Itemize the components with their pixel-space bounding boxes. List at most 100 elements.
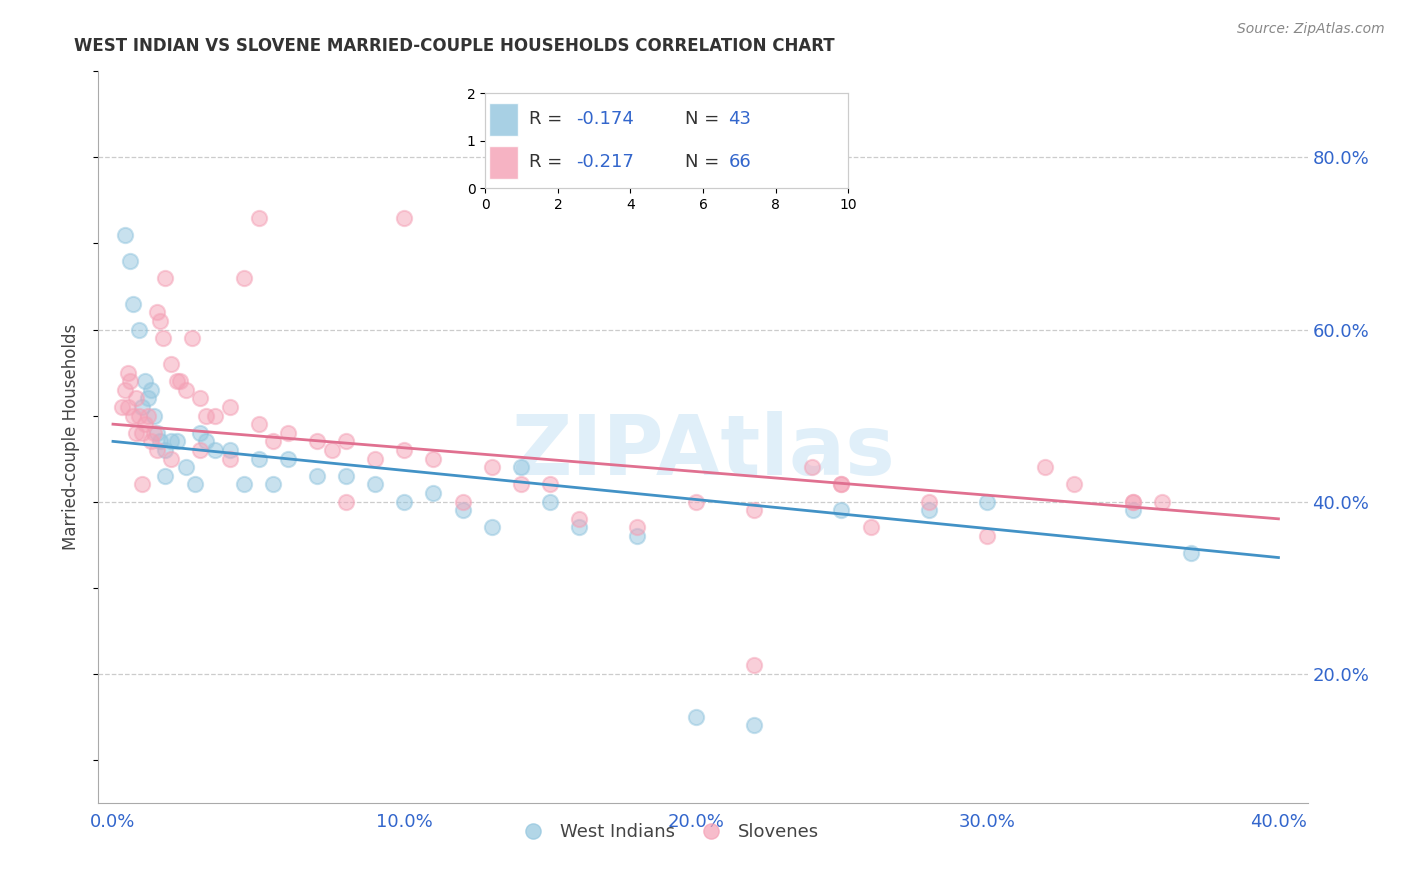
Point [538, 494, 561, 508]
Point [125, 425, 148, 440]
Point [155, 442, 177, 457]
Point [976, 529, 998, 543]
Point [145, 305, 167, 319]
Point [1122, 494, 1144, 508]
Point [394, 442, 416, 457]
Point [114, 383, 136, 397]
Point [190, 442, 212, 457]
Point [233, 271, 256, 285]
Point [394, 211, 416, 225]
Point [218, 451, 240, 466]
Point [125, 392, 148, 406]
Point [509, 460, 531, 475]
Point [122, 296, 145, 310]
Point [305, 434, 328, 449]
Point [626, 529, 648, 543]
Point [247, 211, 270, 225]
Y-axis label: Married-couple Households: Married-couple Households [62, 324, 80, 550]
Point [128, 409, 150, 423]
Point [218, 400, 240, 414]
Point [247, 451, 270, 466]
Point [218, 442, 240, 457]
Point [364, 477, 387, 491]
Point [155, 468, 177, 483]
Point [422, 451, 444, 466]
Point [204, 442, 226, 457]
Legend: West Indians, Slovenes: West Indians, Slovenes [508, 816, 827, 848]
Point [976, 494, 998, 508]
Point [1150, 494, 1173, 508]
Point [830, 477, 852, 491]
Point [233, 477, 256, 491]
Point [277, 451, 299, 466]
Point [1033, 460, 1056, 475]
Point [204, 409, 226, 423]
Point [538, 477, 561, 491]
Point [481, 520, 503, 534]
Point [114, 227, 136, 242]
Point [180, 331, 202, 345]
Point [247, 417, 270, 432]
Point [128, 322, 150, 336]
Point [685, 710, 707, 724]
Point [160, 357, 183, 371]
Point [183, 477, 205, 491]
Point [136, 409, 159, 423]
Point [174, 383, 197, 397]
Point [195, 434, 218, 449]
Point [134, 417, 156, 432]
Point [568, 512, 591, 526]
Point [626, 520, 648, 534]
Point [149, 314, 172, 328]
Point [1122, 503, 1144, 517]
Point [160, 451, 183, 466]
Point [1063, 477, 1085, 491]
Point [422, 486, 444, 500]
Point [131, 400, 153, 414]
Point [142, 409, 165, 423]
Point [277, 425, 299, 440]
Point [174, 460, 197, 475]
Point [139, 434, 162, 449]
Point [111, 400, 134, 414]
Point [568, 520, 591, 534]
Point [262, 477, 284, 491]
Point [117, 366, 139, 380]
Point [801, 460, 824, 475]
Point [481, 460, 503, 475]
Point [364, 451, 387, 466]
Point [166, 374, 188, 388]
Point [120, 253, 142, 268]
Point [142, 425, 165, 440]
Point [742, 503, 765, 517]
Point [134, 374, 156, 388]
Point [169, 374, 191, 388]
Point [335, 434, 357, 449]
Point [305, 468, 328, 483]
Point [139, 383, 162, 397]
Point [451, 503, 474, 517]
Point [155, 271, 177, 285]
Point [190, 425, 212, 440]
Point [160, 434, 183, 449]
Point [117, 400, 139, 414]
Point [321, 442, 343, 457]
Text: Source: ZipAtlas.com: Source: ZipAtlas.com [1237, 22, 1385, 37]
Point [918, 494, 941, 508]
Point [918, 503, 941, 517]
Point [1122, 494, 1144, 508]
Point [451, 494, 474, 508]
Point [136, 392, 159, 406]
Point [145, 442, 167, 457]
Point [335, 468, 357, 483]
Point [830, 503, 852, 517]
Point [859, 520, 882, 534]
Text: ZIPAtlas: ZIPAtlas [510, 411, 896, 492]
Text: WEST INDIAN VS SLOVENE MARRIED-COUPLE HOUSEHOLDS CORRELATION CHART: WEST INDIAN VS SLOVENE MARRIED-COUPLE HO… [75, 37, 835, 54]
Point [149, 434, 172, 449]
Point [262, 434, 284, 449]
Point [190, 392, 212, 406]
Point [195, 409, 218, 423]
Point [131, 425, 153, 440]
Point [394, 494, 416, 508]
